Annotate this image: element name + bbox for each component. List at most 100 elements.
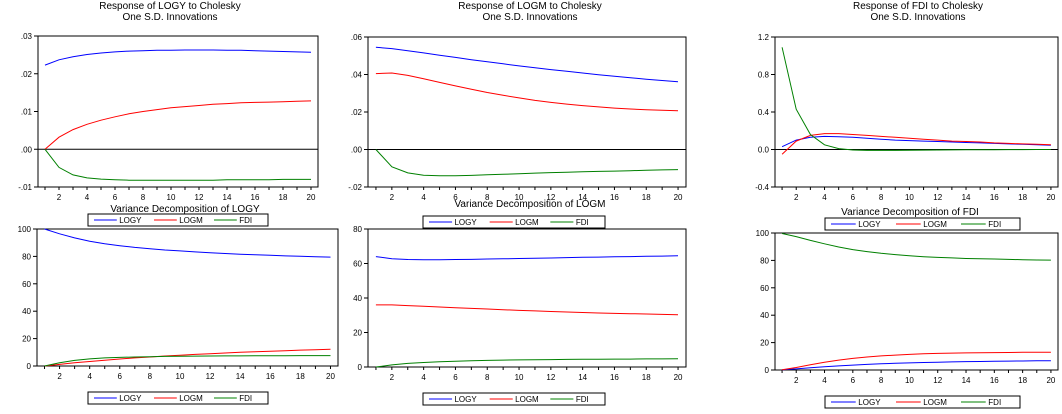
x-tick-label: 14 [223, 193, 232, 202]
y-tick-label: 0 [358, 363, 363, 372]
series-line-logy [781, 135, 1051, 148]
plot-frame [367, 36, 687, 188]
legend-label-logm: LOGM [179, 394, 203, 403]
x-tick-label: 14 [236, 372, 245, 381]
chart-title: Response of FDI to Cholesky [853, 1, 983, 12]
legend-label-logm: LOGM [515, 395, 539, 404]
y-tick-label: 20 [22, 335, 31, 344]
series-line-logy [44, 228, 331, 258]
x-tick-label: 12 [546, 193, 555, 202]
y-tick-label: 60 [22, 280, 31, 289]
y-tick-label: 80 [353, 225, 362, 234]
series-line-logm [44, 100, 312, 150]
x-tick-label: 6 [453, 193, 458, 202]
x-tick-label: 6 [851, 193, 856, 202]
x-tick-label: 8 [141, 193, 146, 202]
x-tick-label: 4 [822, 193, 827, 202]
series-line-logy [375, 46, 679, 83]
y-tick-label: 40 [353, 294, 362, 303]
legend: LOGY LOGM FDI [824, 217, 1021, 231]
legend-label-logm: LOGM [515, 218, 539, 227]
x-tick-label: 20 [674, 373, 683, 382]
x-tick-label: 14 [962, 376, 971, 385]
legend: LOGY LOGM FDI [422, 215, 606, 229]
x-tick-label: 18 [1018, 193, 1027, 202]
y-tick-label: 0 [765, 366, 770, 375]
chart-title: One S.D. Innovations [482, 12, 577, 23]
x-tick-label: 4 [87, 372, 92, 381]
x-tick-label: 12 [933, 376, 942, 385]
y-tick-label: .01 [21, 108, 33, 117]
x-tick-label: 10 [905, 376, 914, 385]
series-line-logm [375, 304, 679, 316]
x-tick-label: 16 [990, 376, 999, 385]
chart-title: Variance Decomposition of LOGM [455, 199, 606, 210]
chart-title: Response of LOGM to Cholesky [458, 1, 601, 12]
legend: LOGY LOGM FDI [87, 213, 269, 227]
legend: LOGY LOGM FDI [87, 391, 269, 405]
x-tick-label: 20 [1046, 376, 1055, 385]
series-line-fdi [44, 355, 331, 367]
plot-frame [774, 36, 1059, 188]
x-tick-label: 18 [642, 193, 651, 202]
x-tick-label: 10 [167, 193, 176, 202]
legend-label-fdi: FDI [576, 218, 589, 227]
plot-frame [774, 232, 1059, 371]
y-tick-label: 20 [760, 339, 769, 348]
x-tick-label: 6 [113, 193, 118, 202]
y-tick-label: 100 [18, 225, 32, 234]
x-tick-label: 12 [933, 193, 942, 202]
legend-label-fdi: FDI [576, 395, 589, 404]
chart-title: One S.D. Innovations [122, 12, 217, 23]
series-line-fdi [375, 149, 679, 177]
y-tick-label: .03 [21, 32, 33, 41]
chart-title: Response of LOGY to Cholesky [99, 1, 241, 12]
chart-panel-vd-logy: Variance Decomposition of LOGY1008060402… [18, 204, 339, 405]
plot-frame [37, 35, 319, 188]
x-tick-label: 10 [515, 193, 524, 202]
series-line-fdi [781, 233, 1051, 261]
y-tick-label: 0.0 [758, 146, 770, 155]
x-tick-label: 8 [485, 193, 490, 202]
legend-label-fdi: FDI [239, 216, 252, 225]
x-tick-label: 4 [421, 193, 426, 202]
x-tick-label: 2 [794, 193, 799, 202]
y-tick-label: 0.8 [758, 71, 770, 80]
series-line-fdi [44, 148, 311, 181]
legend-label-logy: LOGY [119, 394, 142, 403]
x-tick-label: 16 [610, 193, 619, 202]
y-tick-label: -0.4 [755, 183, 769, 192]
y-tick-label: 60 [353, 260, 362, 269]
y-tick-label: .06 [351, 33, 363, 42]
chart-title: Variance Decomposition of LOGY [110, 204, 260, 215]
y-tick-label: 80 [22, 252, 31, 261]
legend-label-fdi: FDI [988, 398, 1001, 407]
x-tick-label: 16 [990, 193, 999, 202]
legend-label-logy: LOGY [454, 395, 477, 404]
legend-box [824, 395, 1021, 409]
series-line-fdi [781, 47, 1051, 151]
x-tick-label: 20 [1046, 193, 1055, 202]
y-tick-label: 80 [760, 256, 769, 265]
x-tick-label: 14 [578, 373, 587, 382]
y-tick-label: .00 [351, 146, 363, 155]
x-tick-label: 14 [578, 193, 587, 202]
x-tick-label: 4 [85, 193, 90, 202]
x-tick-label: 8 [485, 373, 490, 382]
series-line-logy [44, 49, 312, 66]
x-tick-label: 8 [879, 376, 884, 385]
x-tick-label: 8 [148, 372, 153, 381]
x-tick-label: 18 [279, 193, 288, 202]
plot-frame [36, 228, 339, 367]
x-tick-label: 16 [610, 373, 619, 382]
legend-label-fdi: FDI [239, 394, 252, 403]
x-tick-label: 16 [266, 372, 275, 381]
x-tick-label: 2 [390, 373, 395, 382]
x-tick-label: 12 [195, 193, 204, 202]
y-tick-label: 60 [760, 284, 769, 293]
series-line-logm [44, 348, 331, 367]
chart-title: One S.D. Innovations [870, 12, 965, 23]
